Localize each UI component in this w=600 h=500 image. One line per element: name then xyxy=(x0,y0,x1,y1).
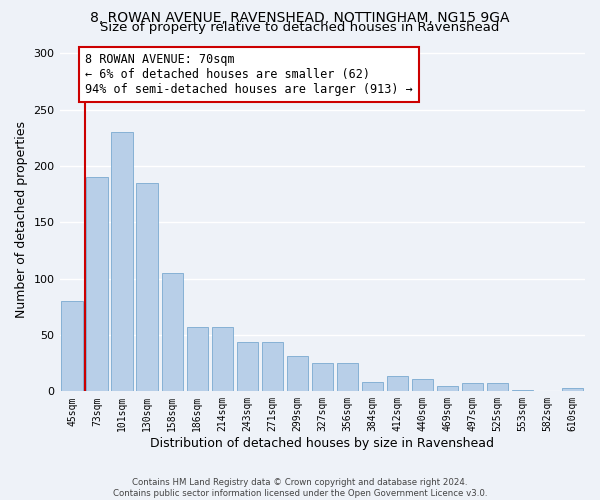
Bar xyxy=(387,376,408,392)
Bar xyxy=(161,273,183,392)
Bar xyxy=(262,342,283,392)
Bar xyxy=(187,327,208,392)
Y-axis label: Number of detached properties: Number of detached properties xyxy=(15,121,28,318)
Text: 8, ROWAN AVENUE, RAVENSHEAD, NOTTINGHAM, NG15 9GA: 8, ROWAN AVENUE, RAVENSHEAD, NOTTINGHAM,… xyxy=(90,11,510,25)
Bar xyxy=(412,379,433,392)
Bar xyxy=(362,382,383,392)
Bar xyxy=(136,183,158,392)
Bar xyxy=(212,327,233,392)
Bar xyxy=(236,342,258,392)
Text: Size of property relative to detached houses in Ravenshead: Size of property relative to detached ho… xyxy=(100,22,500,35)
Bar xyxy=(86,177,108,392)
Bar xyxy=(462,384,483,392)
Bar xyxy=(562,388,583,392)
Bar xyxy=(487,384,508,392)
Text: Contains HM Land Registry data © Crown copyright and database right 2024.
Contai: Contains HM Land Registry data © Crown c… xyxy=(113,478,487,498)
X-axis label: Distribution of detached houses by size in Ravenshead: Distribution of detached houses by size … xyxy=(150,437,494,450)
Bar xyxy=(287,356,308,392)
Bar xyxy=(61,301,83,392)
Bar xyxy=(311,363,333,392)
Text: 8 ROWAN AVENUE: 70sqm
← 6% of detached houses are smaller (62)
94% of semi-detac: 8 ROWAN AVENUE: 70sqm ← 6% of detached h… xyxy=(85,53,413,96)
Bar xyxy=(112,132,133,392)
Bar xyxy=(512,390,533,392)
Bar xyxy=(337,363,358,392)
Bar xyxy=(437,386,458,392)
